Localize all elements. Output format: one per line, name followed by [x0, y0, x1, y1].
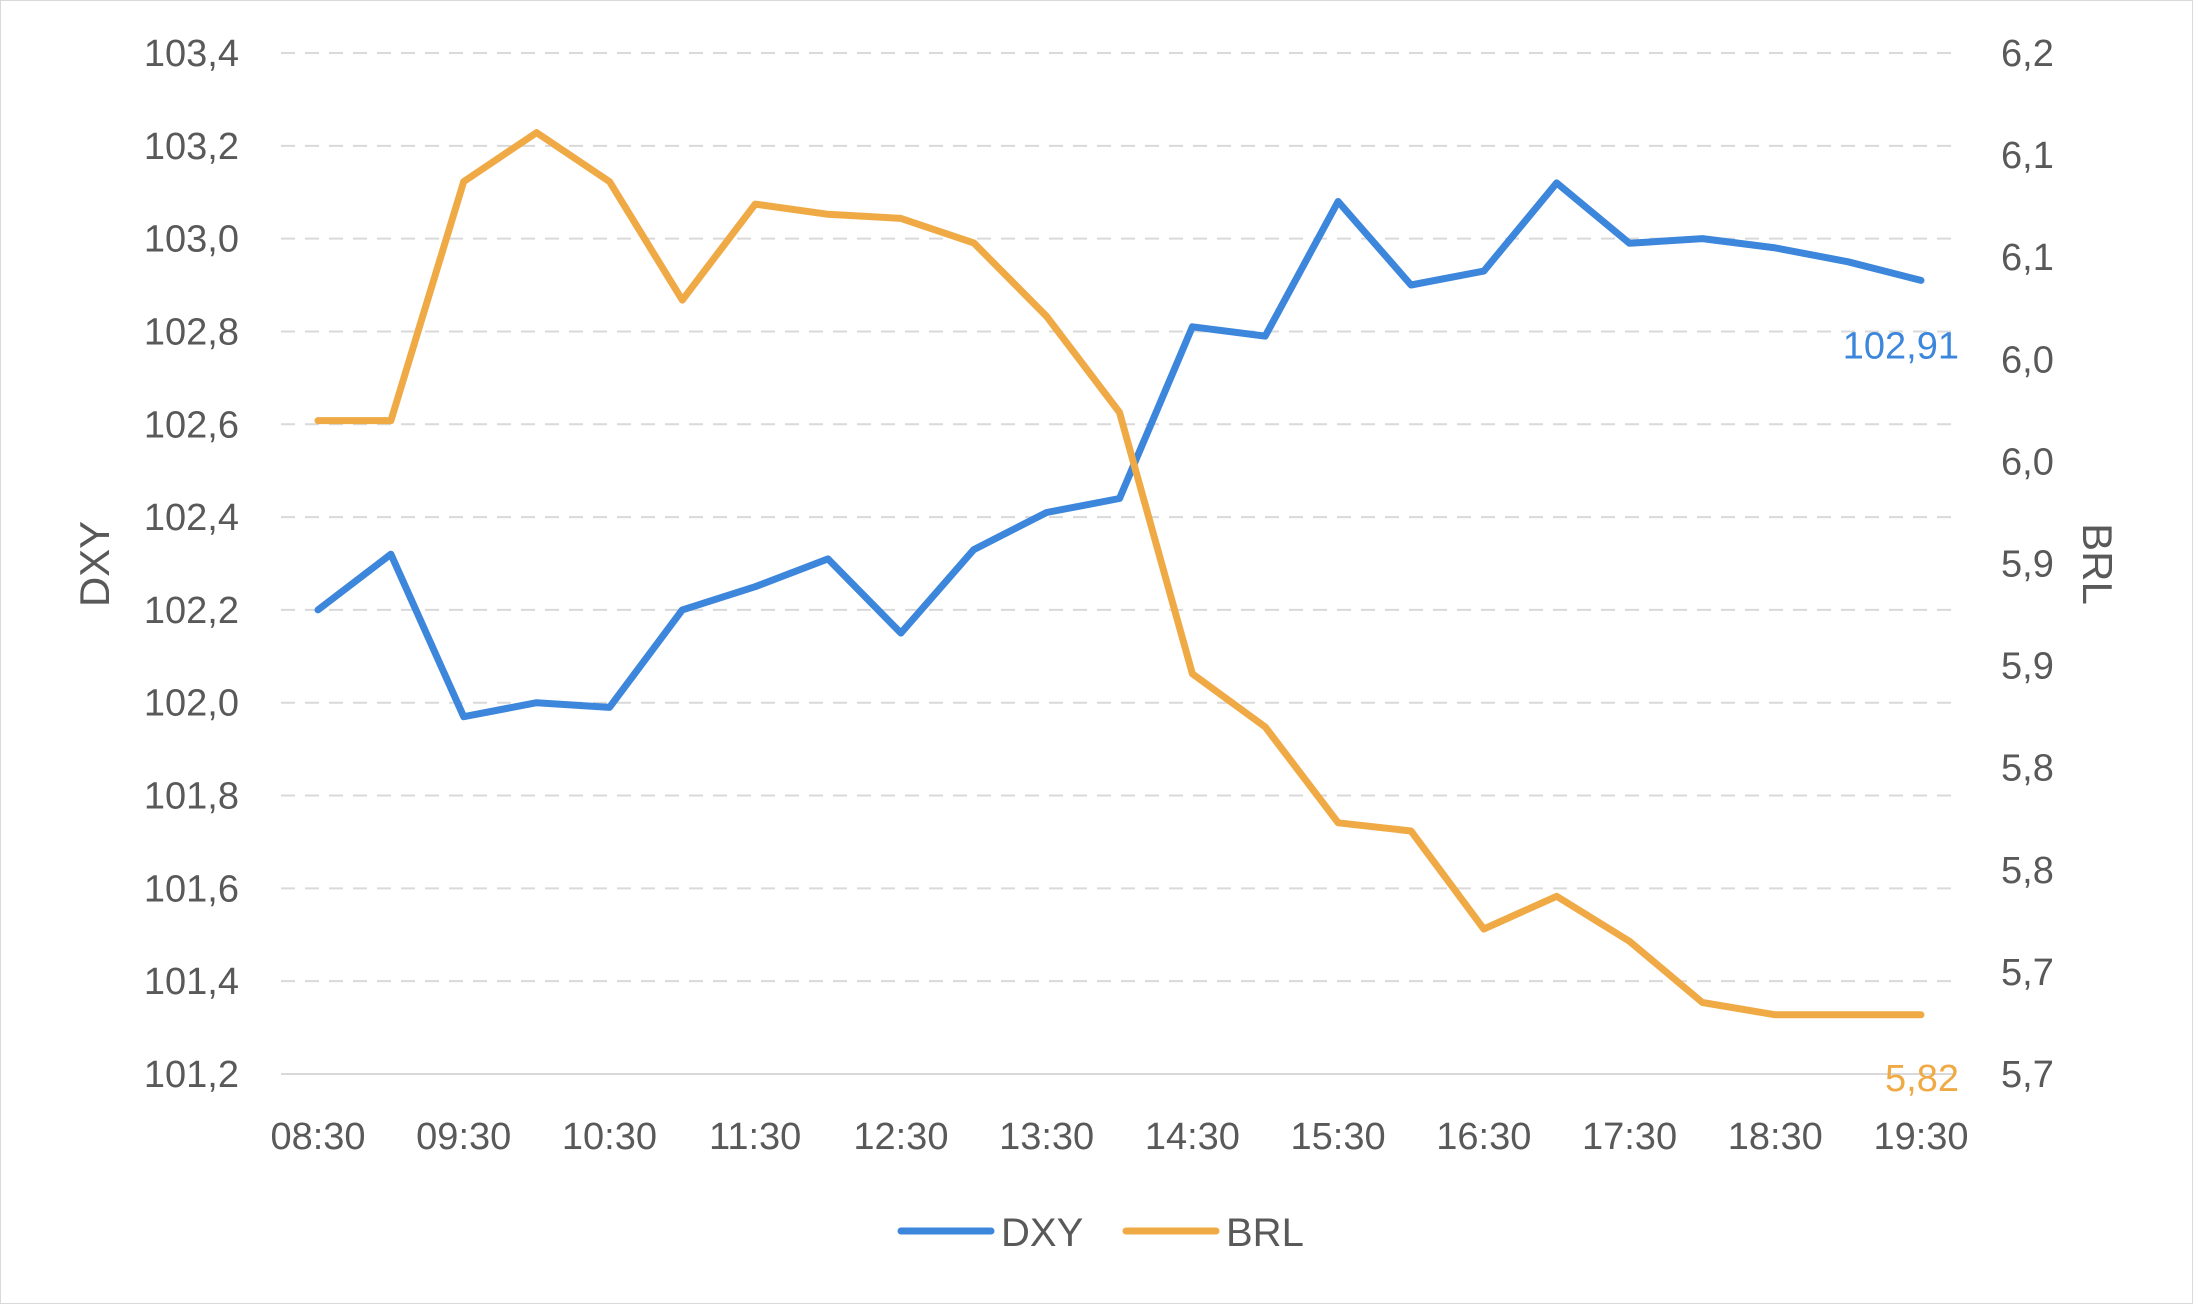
left-tick-label: 102,8 — [144, 311, 239, 353]
right-tick-label: 5,8 — [2001, 850, 2054, 892]
right-tick-label: 6,1 — [2001, 237, 2054, 279]
end-data-labels: 102,91 5,82 — [1843, 325, 1959, 1099]
left-tick-label: 102,6 — [144, 404, 239, 446]
series-lines — [314, 129, 1925, 1019]
right-tick-label: 6,1 — [2001, 135, 2054, 177]
left-tick-label: 101,4 — [144, 961, 239, 1003]
gridlines — [281, 52, 1956, 1075]
right-y-axis-ticks: 5,7 5,7 5,8 5,8 5,9 5,9 6,0 6,0 6,1 6,1 6,2 — [2001, 33, 2054, 1096]
end-label-dxy: 102,91 — [1843, 325, 1959, 367]
left-tick-label: 103,2 — [144, 126, 239, 168]
x-tick-label: 19:30 — [1873, 1116, 1968, 1158]
x-tick-label: 15:30 — [1291, 1116, 1386, 1158]
x-tick-label: 16:30 — [1436, 1116, 1531, 1158]
right-axis-title: BRL — [2074, 523, 2121, 605]
left-tick-label: 103,4 — [144, 33, 239, 75]
series-line-dxy — [314, 179, 1925, 721]
right-tick-label: 6,0 — [2001, 339, 2054, 381]
left-y-axis-ticks: 101,2 101,4 101,6 101,8 102,0 102,2 102,4 102,6… — [144, 33, 239, 1096]
x-tick-label: 10:30 — [562, 1116, 657, 1158]
x-tick-label: 13:30 — [999, 1116, 1094, 1158]
left-tick-label: 101,8 — [144, 776, 239, 818]
x-tick-label: 14:30 — [1145, 1116, 1240, 1158]
x-axis-ticks: 08:30 09:30 10:30 11:30 12:30 13:30 14:30 15:30… — [270, 1116, 1968, 1158]
right-tick-label: 5,7 — [2001, 952, 2054, 994]
legend-label-brl: BRL — [1226, 1211, 1304, 1255]
x-tick-label: 11:30 — [709, 1116, 801, 1158]
left-tick-label: 101,2 — [144, 1054, 239, 1096]
right-tick-label: 5,7 — [2001, 1054, 2054, 1096]
x-tick-label: 12:30 — [853, 1116, 948, 1158]
left-tick-label: 102,2 — [144, 590, 239, 632]
legend-label-dxy: DXY — [1001, 1211, 1083, 1255]
legend: DXY BRL — [897, 1211, 1304, 1255]
series-line-brl — [314, 129, 1925, 1019]
right-tick-label: 5,9 — [2001, 544, 2054, 586]
left-tick-label: 102,4 — [144, 497, 239, 539]
left-tick-label: 101,6 — [144, 868, 239, 910]
right-tick-label: 6,0 — [2001, 441, 2054, 483]
right-tick-label: 5,9 — [2001, 646, 2054, 688]
left-axis-title: DXY — [71, 521, 118, 607]
x-tick-label: 17:30 — [1582, 1116, 1677, 1158]
end-label-brl: 5,82 — [1885, 1058, 1959, 1100]
left-tick-label: 102,0 — [144, 683, 239, 725]
x-tick-label: 08:30 — [270, 1116, 365, 1158]
x-tick-label: 18:30 — [1728, 1116, 1823, 1158]
right-tick-label: 6,2 — [2001, 33, 2054, 75]
left-tick-label: 103,0 — [144, 219, 239, 261]
right-tick-label: 5,8 — [2001, 748, 2054, 790]
x-tick-label: 09:30 — [416, 1116, 511, 1158]
